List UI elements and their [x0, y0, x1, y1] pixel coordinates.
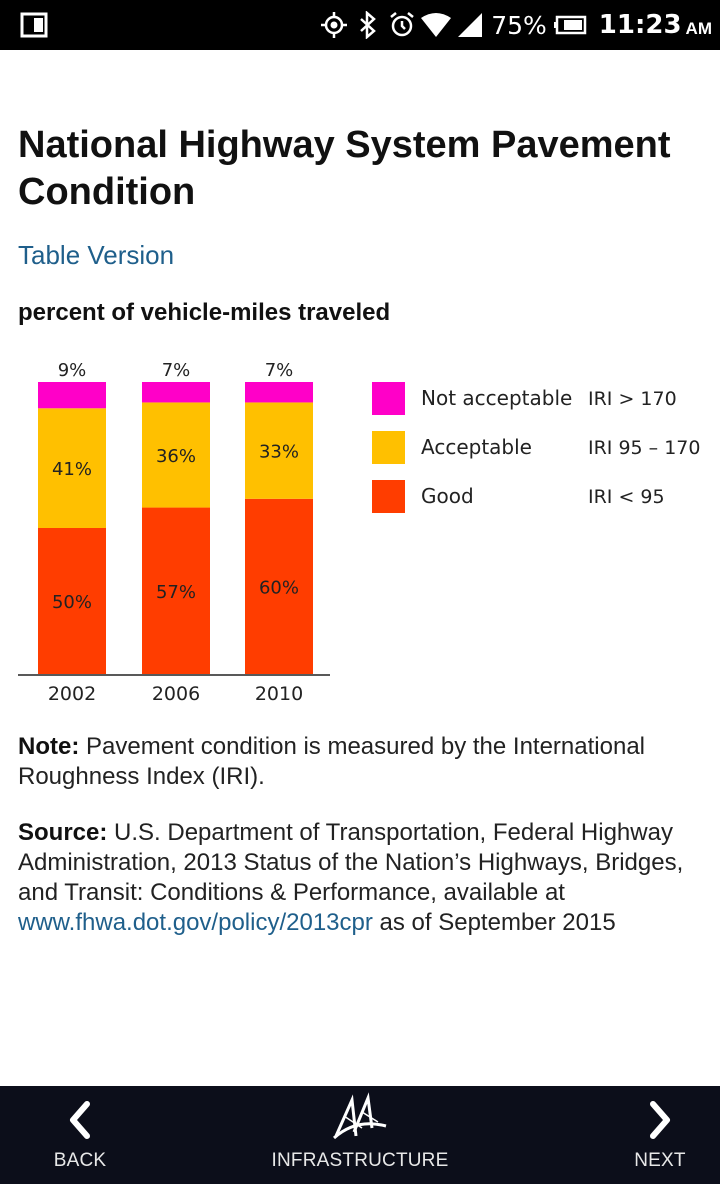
- data-label-good-2002: 50%: [52, 592, 92, 613]
- screen-rotate-icon: [20, 12, 48, 38]
- table-version-link[interactable]: Table Version: [18, 240, 175, 270]
- chevron-right-icon: [650, 1101, 670, 1139]
- status-icons: 75% 11:23 AM: [317, 0, 712, 50]
- data-label-good-2010: 60%: [259, 577, 299, 598]
- note-label: Note:: [18, 733, 80, 760]
- alarm-icon: [385, 10, 419, 40]
- data-label-acceptable-2002: 41%: [52, 459, 92, 480]
- data-label-acceptable-2006: 36%: [156, 446, 196, 467]
- bar-acceptable-2010: [245, 402, 313, 499]
- location-icon: [317, 10, 351, 40]
- infrastructure-button[interactable]: INFRASTRUCTURE: [260, 1086, 460, 1184]
- next-label: NEXT: [634, 1150, 686, 1171]
- battery-icon: [553, 10, 587, 40]
- bottom-navigation: BACK INFRASTRUCTURE NEXT: [0, 1086, 720, 1184]
- source-text: Source: U.S. Department of Transportatio…: [18, 818, 708, 938]
- bar-acceptable-2006: [142, 402, 210, 508]
- note-text: Note: Pavement condition is measured by …: [18, 732, 708, 792]
- bar-good-2002: [38, 528, 106, 674]
- x-tick-label-2006: 2006: [152, 683, 200, 705]
- data-label-good-2006: 57%: [156, 582, 196, 603]
- x-tick-label-2010: 2010: [255, 683, 303, 705]
- bar-not-acceptable-2002: [38, 382, 106, 409]
- bar-good-2010: [245, 498, 313, 674]
- signal-icon: [453, 10, 487, 40]
- source-tail: as of September 2015: [372, 909, 616, 936]
- legend-swatch-not-acceptable: [372, 382, 405, 415]
- bar-good-2006: [142, 507, 210, 674]
- data-label-acceptable-2010: 33%: [259, 442, 299, 463]
- page-title: National Highway System Pavement Conditi…: [18, 124, 671, 213]
- source-label: Source:: [18, 819, 108, 846]
- source-body: U.S. Department of Transportation, Feder…: [18, 819, 684, 906]
- legend-swatch-acceptable: [372, 431, 405, 464]
- clock-time: 11:23: [598, 10, 682, 40]
- x-tick-label-2002: 2002: [48, 683, 96, 705]
- legend-iri-good: IRI < 95: [588, 486, 665, 508]
- back-button[interactable]: BACK: [30, 1086, 130, 1184]
- bar-not-acceptable-2010: [245, 382, 313, 403]
- next-button[interactable]: NEXT: [610, 1086, 710, 1184]
- legend-label-acceptable: Acceptable: [421, 435, 532, 459]
- data-label-not-acceptable-2006: 7%: [162, 360, 191, 381]
- legend-label-good: Good: [421, 484, 474, 508]
- battery-percent: 75%: [491, 10, 547, 40]
- note-body: Pavement condition is measured by the In…: [18, 733, 645, 790]
- source-link[interactable]: www.fhwa.dot.gov/policy/2013cpr: [18, 909, 373, 936]
- clock-ampm: AM: [685, 19, 712, 38]
- data-label-not-acceptable-2002: 9%: [58, 360, 87, 381]
- infrastructure-label: INFRASTRUCTURE: [271, 1150, 449, 1171]
- stacked-bar-chart: 50% 41% 9% 2002 57% 36% 7% 2006 60% 33% 7% 2010 Not …: [18, 360, 700, 705]
- data-label-not-acceptable-2010: 7%: [265, 360, 294, 381]
- legend-swatch-good: [372, 480, 405, 513]
- bridge-logo-icon: [332, 1092, 387, 1140]
- legend-iri-not-acceptable: IRI > 170: [588, 388, 677, 410]
- legend-label-not-acceptable: Not acceptable: [421, 386, 572, 410]
- chevron-left-icon: [70, 1101, 90, 1139]
- bluetooth-icon: [351, 10, 385, 40]
- status-bar: 75% 11:23 AM: [0, 0, 720, 50]
- bar-acceptable-2002: [38, 408, 106, 528]
- bar-not-acceptable-2006: [142, 382, 210, 403]
- wifi-icon: [419, 10, 453, 40]
- legend-iri-acceptable: IRI 95 – 170: [588, 437, 700, 459]
- chart-title: percent of vehicle-miles traveled: [18, 299, 391, 326]
- back-label: BACK: [53, 1150, 107, 1171]
